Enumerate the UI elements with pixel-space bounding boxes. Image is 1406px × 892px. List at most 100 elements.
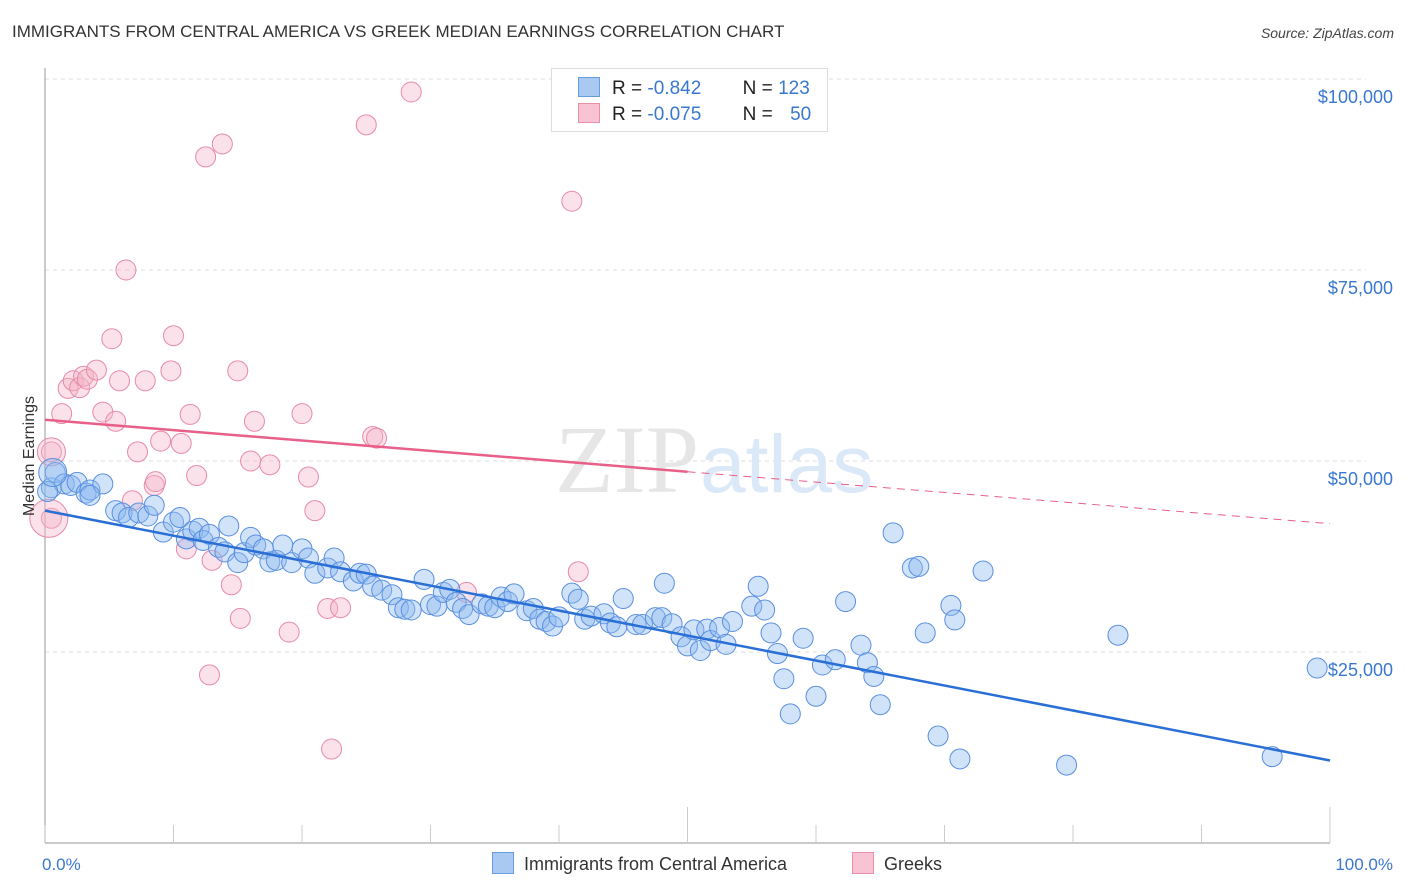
n-label: N = xyxy=(742,78,773,99)
r-value: -0.075 xyxy=(647,104,702,125)
data-point xyxy=(721,610,743,632)
x-tick-label-min: 0.0% xyxy=(42,855,81,874)
data-point xyxy=(653,572,675,594)
source-label: Source: ZipAtlas.com xyxy=(1260,25,1394,41)
data-point xyxy=(901,557,923,579)
data-point xyxy=(218,515,240,537)
trend-lines xyxy=(44,418,1331,762)
legend-item-greeks[interactable]: Greeks xyxy=(852,852,942,875)
data-point xyxy=(79,484,101,506)
data-point xyxy=(355,114,377,136)
data-point xyxy=(944,609,966,631)
data-point xyxy=(760,622,782,644)
data-point xyxy=(381,584,403,606)
y-tick-label: $25,000 xyxy=(1328,660,1393,680)
data-point xyxy=(79,479,101,501)
data-point xyxy=(1261,746,1283,768)
y-tick-label: $100,000 xyxy=(1318,87,1393,107)
trend-line-greeks xyxy=(44,418,688,473)
data-point xyxy=(128,502,150,524)
data-point xyxy=(201,549,223,571)
r-label: R = xyxy=(612,78,643,99)
stats-legend-row-central-america: R = -0.842 N = 123 xyxy=(578,77,810,99)
legend-swatch-pink xyxy=(852,852,874,874)
y-axis-label: Median Earnings xyxy=(21,396,38,516)
data-point xyxy=(445,591,467,613)
data-point xyxy=(567,561,589,583)
data-point xyxy=(747,575,769,597)
watermark-zip: ZIP xyxy=(555,406,699,513)
data-point xyxy=(330,597,352,619)
data-point xyxy=(805,685,827,707)
axes xyxy=(44,68,1331,844)
trend-line-central-america xyxy=(44,509,1331,762)
data-point-large xyxy=(29,498,69,538)
legend-swatch-pink xyxy=(578,103,600,123)
data-point xyxy=(321,738,343,760)
data-point xyxy=(1107,624,1129,646)
data-point xyxy=(561,190,583,212)
data-point xyxy=(400,599,422,621)
data-point xyxy=(949,748,971,770)
data-point xyxy=(835,591,857,613)
watermark-atlas: atlas xyxy=(700,419,873,510)
data-point-large xyxy=(38,457,68,487)
data-point xyxy=(137,505,159,527)
data-point xyxy=(169,507,191,529)
y-tick-label: $75,000 xyxy=(1328,278,1393,298)
data-point xyxy=(163,325,184,347)
data-point xyxy=(612,588,634,610)
data-point xyxy=(188,517,210,539)
data-point-large xyxy=(36,437,66,467)
legend-swatch-blue xyxy=(578,77,600,97)
data-point xyxy=(76,368,98,390)
x-tick-label-max: 100.0% xyxy=(1335,855,1393,874)
data-point xyxy=(186,465,208,487)
n-value: 50 xyxy=(790,104,812,125)
data-point xyxy=(220,574,242,596)
data-point xyxy=(773,668,795,690)
data-point xyxy=(229,607,251,629)
data-point xyxy=(109,370,131,392)
data-point xyxy=(115,259,137,281)
data-point xyxy=(644,607,666,629)
data-point xyxy=(73,365,95,387)
data-point xyxy=(754,599,776,621)
data-point xyxy=(503,583,525,605)
legend-label: Immigrants from Central America xyxy=(524,854,788,874)
data-point xyxy=(44,461,66,483)
data-point xyxy=(869,694,891,716)
data-point xyxy=(127,441,149,463)
data-point xyxy=(259,551,281,573)
n-label: N = xyxy=(742,104,773,125)
data-point xyxy=(651,607,673,629)
data-point xyxy=(105,410,127,432)
data-point xyxy=(243,410,265,432)
data-point xyxy=(272,534,294,556)
data-point xyxy=(297,466,319,488)
data-point xyxy=(371,579,393,601)
watermark: ZIP atlas xyxy=(555,406,873,513)
r-value: -0.842 xyxy=(647,78,702,99)
series-greeks-points xyxy=(29,81,589,760)
data-point xyxy=(882,522,904,544)
data-point xyxy=(66,471,88,493)
data-point xyxy=(69,377,91,399)
data-point xyxy=(927,725,949,747)
stats-legend-row-greeks: R = -0.075 N = 50 xyxy=(578,103,811,125)
data-point xyxy=(567,588,589,610)
data-point xyxy=(259,454,281,476)
legend-label: Greeks xyxy=(884,854,943,874)
data-point xyxy=(227,360,249,382)
trend-line-greeks-extension xyxy=(687,471,1331,525)
data-point xyxy=(856,652,878,674)
y-tick-label: $50,000 xyxy=(1328,469,1393,489)
legend-item-central-america[interactable]: Immigrants from Central America xyxy=(492,852,787,875)
data-point xyxy=(304,500,326,522)
r-label: R = xyxy=(612,104,643,125)
data-point xyxy=(908,555,930,577)
data-point xyxy=(1056,754,1078,776)
data-point xyxy=(150,430,172,452)
y-tick-labels: $25,000 $50,000 $75,000 $100,000 xyxy=(1318,87,1393,680)
